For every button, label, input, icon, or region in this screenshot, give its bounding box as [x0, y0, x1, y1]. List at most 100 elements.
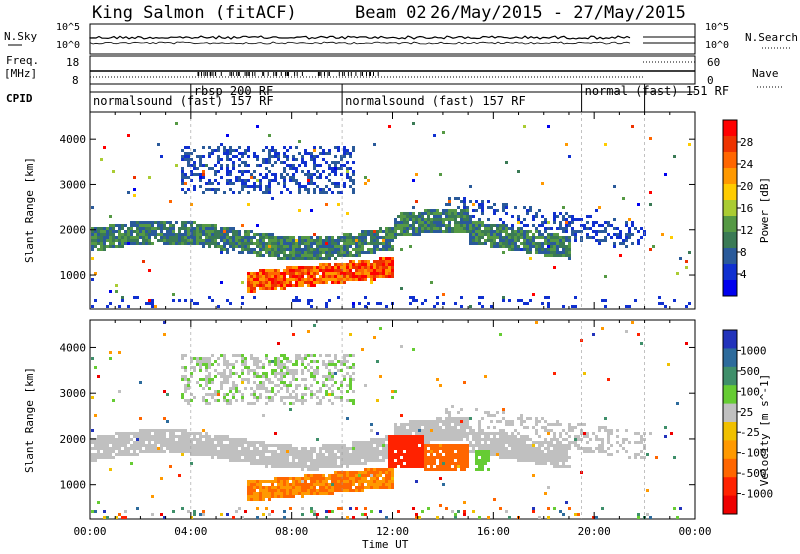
- velocity-cell: [121, 435, 124, 438]
- velocity-cell: [445, 411, 448, 414]
- power-cell: [319, 251, 322, 254]
- velocity-cell: [325, 354, 328, 357]
- velocity-cell: [520, 441, 523, 444]
- velocity-cell: [301, 453, 304, 456]
- velocity-cell: [343, 480, 346, 483]
- velocity-cell: [319, 447, 322, 450]
- power-cell: [109, 245, 112, 248]
- velocity-cell: [451, 435, 454, 438]
- power-cell: [280, 242, 283, 245]
- velocity-cell: [220, 447, 223, 450]
- power-cell: [91, 305, 94, 308]
- velocity-cell: [382, 450, 385, 453]
- power-cell: [295, 278, 298, 281]
- velocity-cell: [451, 432, 454, 435]
- power-cell: [505, 212, 508, 215]
- power-cell: [358, 242, 361, 245]
- velocity-cell: [370, 510, 373, 513]
- velocity-cell: [358, 462, 361, 465]
- power-cell: [268, 275, 271, 278]
- power-cell: [100, 245, 103, 248]
- velocity-cell: [109, 441, 112, 444]
- power-cell: [241, 281, 244, 284]
- power-cell: [394, 221, 397, 224]
- velocity-cell: [250, 441, 253, 444]
- velocity-cell: [364, 444, 367, 447]
- velocity-cell: [427, 459, 430, 462]
- velocity-cell: [268, 390, 271, 393]
- power-cell: [307, 248, 310, 251]
- velocity-cell: [412, 462, 415, 465]
- velocity-cell: [187, 444, 190, 447]
- power-cell: [331, 266, 334, 269]
- velocity-cell: [445, 408, 448, 411]
- velocity-cell: [376, 399, 379, 402]
- power-cell: [277, 239, 280, 242]
- power-cell: [211, 230, 214, 233]
- velocity-cell: [481, 459, 484, 462]
- power-cell: [376, 260, 379, 263]
- power-cell: [292, 269, 295, 272]
- velocity-cell: [253, 363, 256, 366]
- power-cell: [346, 161, 349, 164]
- power-cell: [562, 254, 565, 257]
- power-cell: [292, 179, 295, 182]
- power-cell: [262, 281, 265, 284]
- power-cell: [124, 233, 127, 236]
- velocity-cell: [460, 468, 463, 471]
- velocity-cell: [340, 471, 343, 474]
- velocity-cell: [202, 360, 205, 363]
- velocity-cell: [310, 483, 313, 486]
- velocity-cell: [481, 462, 484, 465]
- power-cell: [235, 176, 238, 179]
- velocity-cell: [256, 399, 259, 402]
- velocity-cell: [205, 357, 208, 360]
- velocity-cell: [433, 450, 436, 453]
- velocity-cell: [559, 441, 562, 444]
- power-cell: [538, 230, 541, 233]
- velocity-cell: [553, 507, 556, 510]
- velocity-cell: [310, 507, 313, 510]
- velocity-cell: [223, 372, 226, 375]
- velocity-cell: [526, 438, 529, 441]
- power-cell: [328, 254, 331, 257]
- power-cell: [277, 158, 280, 161]
- power-cell: [328, 248, 331, 251]
- velocity-cell: [274, 489, 277, 492]
- power-cell: [379, 248, 382, 251]
- power-cell: [316, 269, 319, 272]
- velocity-cell: [340, 384, 343, 387]
- velocity-cell: [430, 420, 433, 423]
- velocity-cell: [430, 453, 433, 456]
- power-cell: [247, 272, 250, 275]
- velocity-cell: [307, 489, 310, 492]
- power-cell: [304, 254, 307, 257]
- power-cell: [268, 149, 271, 152]
- power-cell: [238, 230, 241, 233]
- velocity-cell: [328, 450, 331, 453]
- velocity-cell: [103, 453, 106, 456]
- velocity-cell: [421, 447, 424, 450]
- power-cell: [223, 227, 226, 230]
- velocity-cell: [601, 447, 604, 450]
- power-cell: [187, 188, 190, 191]
- power-cell: [223, 242, 226, 245]
- velocity-cell: [202, 363, 205, 366]
- velocity-cell: [241, 381, 244, 384]
- power-cell: [415, 230, 418, 233]
- velocity-cell: [259, 450, 262, 453]
- velocity-cell: [280, 459, 283, 462]
- velocity-cell: [379, 474, 382, 477]
- velocity-cell: [295, 465, 298, 468]
- velocity-cell: [301, 489, 304, 492]
- power-cell: [178, 239, 181, 242]
- velocity-cell: [469, 450, 472, 453]
- velocity-cell: [265, 495, 268, 498]
- power-cell: [181, 182, 184, 185]
- power-cell: [193, 302, 196, 305]
- power-cell: [484, 233, 487, 236]
- velocity-cell: [241, 372, 244, 375]
- power-cell: [298, 164, 301, 167]
- freq-dot: [232, 72, 234, 76]
- freq-dot: [285, 72, 286, 76]
